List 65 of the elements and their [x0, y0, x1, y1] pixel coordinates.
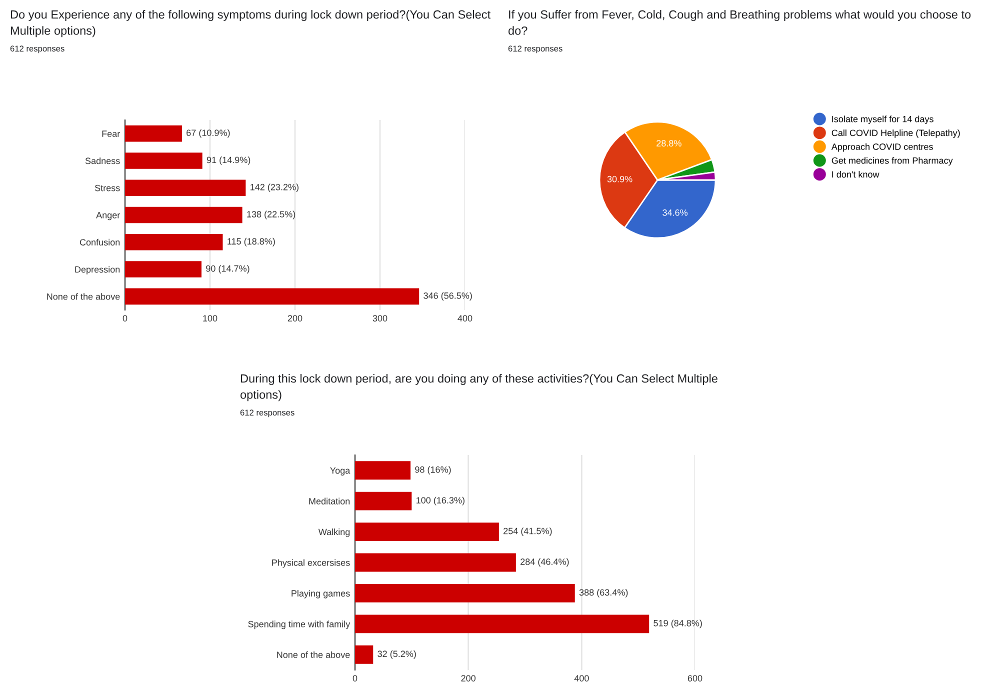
- text: 612 responses: [10, 46, 64, 54]
- bar: [355, 614, 650, 634]
- bar: [125, 180, 246, 196]
- data-label: 284 (46.4%): [520, 558, 569, 567]
- y-tick-label: None of the above: [47, 293, 120, 300]
- bar: [125, 206, 242, 224]
- data-label: 142 (23.2%): [250, 184, 298, 192]
- bar: [355, 584, 575, 602]
- x-tick-label: 0: [352, 675, 358, 682]
- data-label: 28.8%: [656, 140, 682, 146]
- x-tick-label: 300: [372, 315, 388, 322]
- bar: [125, 152, 202, 169]
- y-tick-label: Confusion: [80, 238, 120, 246]
- bar: [125, 261, 202, 278]
- x-tick-label: 0: [122, 315, 128, 322]
- y-tick-label: None of the above: [277, 651, 350, 658]
- data-label: 138 (22.5%): [247, 210, 296, 220]
- chart-title: If you Suffer from Fever, Cold, Cough and Breathing problems what would you choose to do?: [508, 10, 971, 35]
- bar: [355, 492, 412, 510]
- data-label: 519 (84.8%): [654, 620, 702, 628]
- y-tick-label: Stress: [94, 184, 120, 192]
- bar: [355, 522, 499, 541]
- data-label: 254 (41.5%): [504, 528, 552, 536]
- x-tick-label: 600: [688, 675, 702, 682]
- x-tick-label: 400: [458, 315, 472, 322]
- y-tick-label: Meditation: [309, 498, 350, 504]
- data-label: 91 (14.9%): [206, 156, 250, 165]
- data-label: 90 (14.7%): [206, 265, 250, 274]
- data-label: 388 (63.4%): [579, 589, 628, 598]
- legend-label: Approach COVID centres: [831, 143, 933, 152]
- chart-title: During this lock down period, are you doing any of these activities?(You Can Select Multiple options): [240, 374, 718, 402]
- x-tick-label: 200: [461, 675, 476, 682]
- data-label: 32 (5.2%): [378, 650, 416, 659]
- bar: [125, 234, 223, 250]
- bar: [355, 645, 374, 664]
- x-tick-label: 400: [574, 675, 589, 682]
- chart-title: Do you Experience any of the following symptoms during lock down period?(You Can Select Multiple options): [10, 10, 490, 38]
- bar: [125, 288, 420, 305]
- data-label: 30.9%: [607, 176, 632, 182]
- data-label: 100 (16.3%): [416, 496, 464, 506]
- y-tick-label: Depression: [75, 266, 120, 274]
- text: 612 responses: [240, 410, 294, 418]
- y-tick-label: Physical excersises: [272, 559, 350, 568]
- legend-label: Isolate myself for 14 days: [832, 116, 934, 124]
- bar: [125, 125, 182, 142]
- y-tick-label: Fear: [102, 130, 120, 137]
- data-label: 98 (16%): [415, 466, 451, 475]
- legend-label: Call COVID Helpline (Telepathy): [832, 129, 960, 138]
- data-label: 34.6%: [662, 209, 688, 216]
- data-label: 115 (18.8%): [228, 238, 275, 246]
- bar: [355, 461, 411, 480]
- legend-label: I don't know: [832, 170, 880, 178]
- x-tick-label: 200: [288, 315, 302, 322]
- y-tick-label: Sadness: [85, 157, 120, 164]
- y-tick-label: Anger: [96, 212, 120, 220]
- y-tick-label: Walking: [318, 528, 350, 537]
- y-tick-label: Spending time with family: [248, 620, 350, 630]
- data-label: 67 (10.9%): [186, 129, 230, 138]
- legend-label: Get medicines from Pharmacy: [832, 157, 953, 166]
- x-tick-label: 100: [203, 315, 218, 322]
- y-tick-label: Yoga: [330, 467, 350, 476]
- bar: [355, 553, 516, 572]
- chart-subtitle: 612 responses: [508, 46, 562, 54]
- data-label: 346 (56.5%): [424, 292, 472, 301]
- y-tick-label: Playing games: [292, 590, 350, 598]
